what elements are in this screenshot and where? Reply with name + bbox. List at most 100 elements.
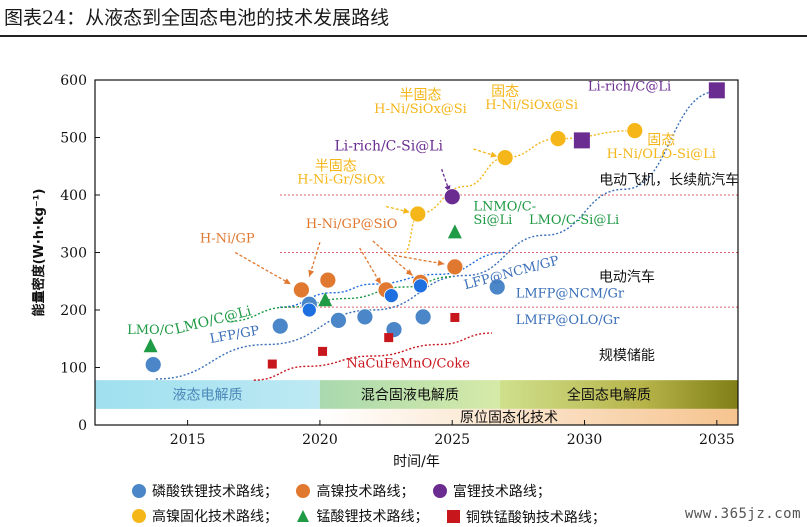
point-series-3-1 [496, 149, 514, 167]
legend-item-high-ni-solid: 高镍固化技术路线； [132, 506, 278, 526]
yellow-circle-icon [132, 509, 146, 523]
annotation-17: LMO/C-Si@Li [529, 213, 619, 228]
point-series-1-0 [292, 281, 310, 299]
band-label-solid: 全固态电解质 [567, 387, 651, 404]
legend-item-lmo: 锰酸锂技术路线； [296, 506, 428, 526]
point-series-0-7 [488, 278, 506, 296]
blue-circle-icon [132, 484, 146, 498]
annotation-6: H-Ni-Gr/SiOx [297, 173, 385, 188]
annotation-4: H-Ni/GP@SiO [306, 217, 398, 232]
arrow-h-ni-gp-sio-3-head [405, 269, 413, 276]
point-series-5-0 [267, 359, 277, 369]
legend-item-high-ni: 高镍技术路线； [296, 481, 414, 501]
legend-label-li-rich: 富锂技术路线； [452, 484, 551, 500]
y-tick-label-100: 100 [60, 361, 87, 377]
annotation-12: Li-rich/C@Li [588, 79, 671, 94]
x-tick-label-2020: 2020 [302, 432, 338, 448]
annotation-3: H-Ni/GP [200, 232, 255, 247]
region-label-ev: 电动汽车 [599, 268, 655, 285]
x-tick-label-2025: 2025 [434, 432, 470, 448]
region-label-storage: 规模储能 [599, 348, 655, 364]
point-series-6-0 [573, 132, 590, 149]
point-series-6-1 [708, 82, 725, 99]
legend-label-high-ni-solid: 高镍固化技术路线； [152, 509, 278, 525]
point-series-4-2 [447, 224, 462, 239]
arrow-h-ni-gp [234, 251, 292, 285]
band-liquid [95, 380, 320, 409]
point-series-3-3 [626, 122, 644, 140]
annotation-5: 半固态 [315, 158, 357, 174]
arrow-semi-solid-2-head [490, 151, 498, 158]
annotation-15: LNMO/C- [473, 200, 536, 215]
annotation-19: LMFP@NCM/Gr [516, 286, 625, 301]
x-tick-label-2035: 2035 [699, 432, 735, 448]
arrow-h-ni-gp-sio-4 [393, 254, 445, 266]
annotation-7: Li-rich/C-Si@Li [334, 139, 443, 155]
title-divider [0, 35, 807, 37]
y-tick-label-300: 300 [60, 246, 87, 262]
arrow-h-ni-gp-sio-head [308, 269, 315, 277]
legend-label-lmo: 锰酸锂技术路线； [316, 509, 429, 525]
watermark: www.365jz.com [684, 506, 801, 522]
arrow-h-ni-gp-sio-3 [372, 240, 413, 276]
annotation-14: H-Ni/OLO-Si@Li [607, 147, 716, 162]
y-tick-label-0: 0 [78, 418, 87, 434]
orange-circle-icon [296, 484, 311, 498]
y-tick-label-200: 200 [60, 303, 87, 319]
point-series-3-2 [549, 130, 567, 148]
point-series-0-0 [144, 356, 162, 374]
green-triangle-icon [297, 510, 310, 522]
annotation-0: LMO/C [127, 323, 174, 338]
annotation-10: 固态 [491, 84, 519, 100]
arrow-h-ni-gp-sio-2-head [374, 277, 381, 285]
arrow-h-ni-gp-sio-2-shaft [359, 247, 382, 285]
band-solid [499, 380, 738, 409]
arrow-semi-solid-1 [385, 205, 411, 214]
point-series-0-6 [414, 308, 432, 326]
arrow-li-rich [441, 168, 451, 193]
trend-curve-green [227, 275, 453, 323]
arrow-h-ni-gp-head [283, 278, 291, 285]
point-series-5-1 [318, 346, 328, 356]
page-title: 图表24：从液态到全固态电池的技术发展路线 [4, 7, 390, 29]
point-series-5-3 [450, 312, 460, 322]
trend-curve-blue [155, 90, 717, 380]
point-series-1-1 [319, 271, 337, 289]
point-series-2-0 [443, 188, 461, 206]
y-axis-label: 能量密度(W·h·kg⁻¹) [31, 189, 47, 317]
annotation-21: NaCuFeMnO/Coke [346, 357, 470, 372]
band-label-mixed: 混合固液电解质 [361, 388, 459, 404]
arrow-h-ni-gp-sio [308, 241, 321, 277]
annotation-13: 固态 [647, 132, 675, 148]
legend-item-na: 铜铁锰酸钠技术路线； [446, 507, 606, 527]
legend-label-na: 铜铁锰酸钠技术路线； [465, 509, 606, 526]
x-tick-label-2015: 2015 [170, 432, 206, 448]
legend-row-2: 高镍固化技术路线； 锰酸锂技术路线； 铜铁锰酸钠技术路线； [132, 506, 620, 527]
annotation-9: H-Ni/SiOx@Si [374, 102, 467, 117]
annotation-11: H-Ni/SiOx@Si [485, 98, 578, 113]
band-label-insitu: 原位固态化技术 [460, 410, 558, 426]
arrow-h-ni-gp-sio-2 [359, 247, 382, 285]
y-tick-label-500: 500 [60, 131, 87, 147]
point-series-7-0 [301, 302, 317, 318]
purple-circle-icon [432, 484, 447, 498]
band-mixed [319, 380, 500, 409]
legend-label-lfp: 磷酸铁锂技术路线； [152, 484, 278, 500]
band-label-liquid: 液态电解质 [172, 388, 242, 404]
annotation-20: LMFP@OLO/Gr [516, 313, 620, 328]
y-tick-label-600: 600 [60, 73, 87, 89]
trend-curve-red [253, 332, 492, 381]
legend-label-high-ni: 高镍技术路线； [316, 484, 415, 500]
arrow-semi-solid-1-head [403, 207, 410, 214]
point-series-3-0 [409, 205, 427, 223]
point-series-4-1 [318, 292, 333, 307]
legend-item-li-rich: 富锂技术路线； [432, 481, 551, 501]
point-series-0-3 [330, 311, 347, 329]
red-square-icon [446, 510, 460, 523]
arrow-h-ni-gp-sio-4-shaft [393, 254, 445, 265]
legend-row-1: 磷酸铁锂技术路线； 高镍技术路线； 富锂技术路线； [132, 481, 565, 502]
band-insitu [319, 408, 738, 425]
annotation-8: 半固态 [399, 88, 441, 104]
trend-curve-lfp [280, 251, 506, 308]
